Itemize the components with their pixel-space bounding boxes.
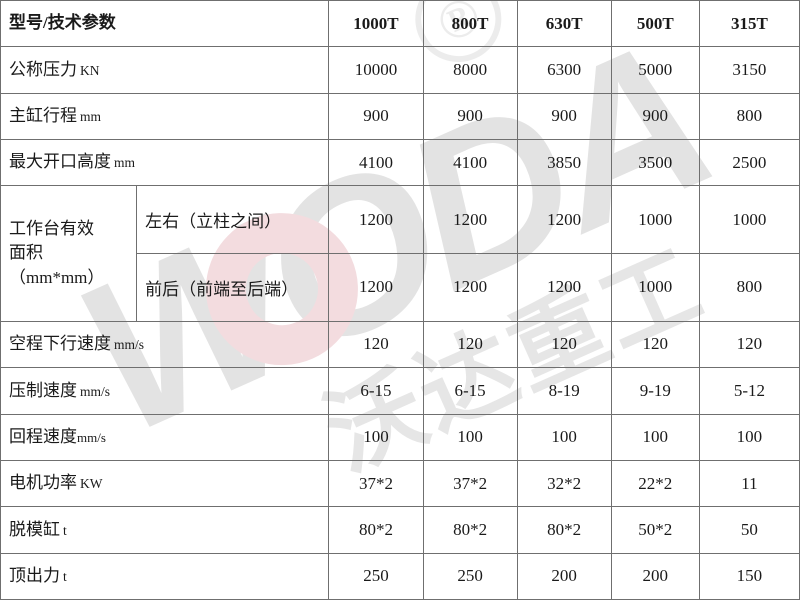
cell-value: 50: [698, 506, 800, 554]
header-model-500t: 500T: [610, 0, 700, 48]
cell-value: 37*2: [328, 459, 424, 508]
cell-value: 6300: [516, 46, 612, 94]
cell-value: 8-19: [516, 367, 612, 415]
cell-value: 900: [610, 92, 700, 141]
table-row: 前后（前端至后端） 1200 1200 1200 1000 800: [1, 253, 800, 322]
table-row: 顶出力 t 250 250 200 200 150: [0, 552, 800, 600]
cell-value: 200: [610, 552, 700, 600]
cell-value: 100: [516, 413, 612, 461]
cell-value: 80*2: [516, 506, 612, 554]
cell-value: 9-19: [610, 367, 700, 415]
worktable-label-line1: 工作台有效: [9, 218, 94, 238]
cell-value: 120: [328, 320, 424, 369]
cell-value: 1000: [610, 185, 700, 255]
cell-value: 100: [422, 413, 518, 461]
header-parameter-label: 型号/技术参数: [0, 0, 330, 48]
cell-value: 250: [328, 552, 424, 600]
cell-value: 900: [422, 92, 518, 141]
cell-value: 800: [698, 92, 800, 141]
cell-value: 5000: [610, 46, 700, 94]
cell-value: 3850: [516, 139, 612, 187]
cell-value: 1000: [610, 253, 700, 322]
cell-value: 11: [698, 459, 800, 508]
cell-value: 100: [698, 413, 800, 461]
cell-value: 120: [516, 320, 612, 369]
header-model-800t: 800T: [422, 0, 518, 48]
row-label-pressing-speed: 压制速度 mm/s: [0, 367, 330, 415]
cell-value: 1200: [328, 185, 424, 255]
table-row: 压制速度 mm/s 6-15 6-15 8-19 9-19 5-12: [0, 367, 800, 415]
table-row: 最大开口高度 mm 4100 4100 3850 3500 2500: [0, 139, 800, 187]
cell-value: 22*2: [610, 459, 700, 508]
sub-row-label-front-back: 前后（前端至后端）: [136, 253, 330, 322]
cell-value: 120: [698, 320, 800, 369]
header-model-630t: 630T: [516, 0, 612, 48]
header-model-315t: 315T: [698, 0, 800, 48]
cell-value: 1200: [422, 185, 518, 255]
table-row: 电机功率 KW 37*2 37*2 32*2 22*2 11: [0, 459, 800, 508]
cell-value: 150: [698, 552, 800, 600]
row-label-idle-down-speed: 空程下行速度 mm/s: [0, 320, 330, 369]
cell-value: 1200: [328, 253, 424, 322]
cell-value: 100: [328, 413, 424, 461]
header-model-1000t: 1000T: [328, 0, 424, 48]
row-label-ejection-force: 顶出力 t: [0, 552, 330, 600]
table-header-row: 型号/技术参数 1000T 800T 630T 500T 315T: [0, 0, 800, 48]
cell-value: 6-15: [328, 367, 424, 415]
cell-value: 8000: [422, 46, 518, 94]
cell-value: 1200: [516, 185, 612, 255]
table-row: 脱模缸 t 80*2 80*2 80*2 50*2 50: [0, 506, 800, 554]
row-label-nominal-pressure: 公称压力 KN: [0, 46, 330, 94]
row-label-main-cylinder-stroke: 主缸行程 mm: [0, 92, 330, 141]
cell-value: 800: [698, 253, 800, 322]
cell-value: 4100: [422, 139, 518, 187]
row-label-demolding-cylinder: 脱模缸 t: [0, 506, 330, 554]
cell-value: 32*2: [516, 459, 612, 508]
cell-value: 37*2: [422, 459, 518, 508]
cell-value: 100: [610, 413, 700, 461]
cell-value: 900: [328, 92, 424, 141]
table-row: 空程下行速度 mm/s 120 120 120 120 120: [0, 320, 800, 369]
cell-value: 900: [516, 92, 612, 141]
table-row: 公称压力 KN 10000 8000 6300 5000 3150: [0, 46, 800, 94]
row-label-worktable-effective-area: 工作台有效 面积（mm*mm）: [0, 185, 138, 322]
sub-row-label-left-right: 左右（立柱之间）: [136, 185, 330, 255]
cell-value: 250: [422, 552, 518, 600]
table-row: 回程速度mm/s 100 100 100 100 100: [0, 413, 800, 461]
cell-value: 3500: [610, 139, 700, 187]
cell-value: 5-12: [698, 367, 800, 415]
table-row: 工作台有效 面积（mm*mm） 左右（立柱之间） 1200 1200 1200 …: [0, 185, 800, 322]
cell-value: 80*2: [422, 506, 518, 554]
cell-value: 1200: [422, 253, 518, 322]
cell-value: 1000: [698, 185, 800, 255]
cell-value: 2500: [698, 139, 800, 187]
row-label-max-opening-height: 最大开口高度 mm: [0, 139, 330, 187]
cell-value: 3150: [698, 46, 800, 94]
row-label-return-speed: 回程速度mm/s: [0, 413, 330, 461]
cell-value: 50*2: [610, 506, 700, 554]
cell-value: 120: [610, 320, 700, 369]
worktable-label-line2: 面积（mm*mm）: [9, 243, 105, 287]
cell-value: 4100: [328, 139, 424, 187]
cell-value: 1200: [516, 253, 612, 322]
table-row: 主缸行程 mm 900 900 900 900 800: [0, 92, 800, 141]
row-label-motor-power: 电机功率 KW: [0, 459, 330, 508]
cell-value: 10000: [328, 46, 424, 94]
cell-value: 200: [516, 552, 612, 600]
cell-value: 6-15: [422, 367, 518, 415]
cell-value: 80*2: [328, 506, 424, 554]
cell-value: 120: [422, 320, 518, 369]
